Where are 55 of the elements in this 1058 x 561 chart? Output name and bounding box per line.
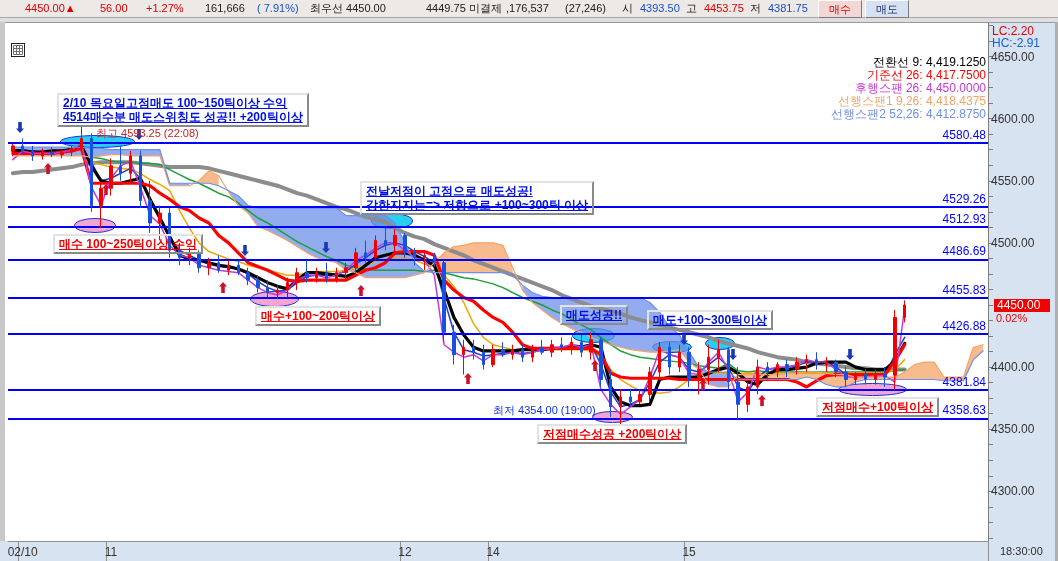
text: ( 7.91%) bbox=[257, 2, 299, 15]
annotation: 2/10 목요일고점매도 100~150틱이상 수익 4514매수분 매도스위칭도 성공!! +200틱이상 bbox=[57, 93, 309, 127]
y-tick-label: 4550.00 bbox=[991, 173, 1035, 188]
ref-line-label: 4529.26 bbox=[942, 191, 987, 206]
x-tick-label: 15 bbox=[682, 545, 697, 559]
text: (27,246) bbox=[565, 2, 606, 15]
text: 4450.00 bbox=[994, 298, 1050, 312]
x-tick-label: 11 bbox=[104, 545, 118, 559]
ref-line-label: 4358.63 bbox=[942, 403, 987, 418]
y-tick-label: 4350.00 bbox=[991, 422, 1035, 437]
ref-line-label: 4580.48 bbox=[942, 127, 987, 142]
annotation: 매도성공!! bbox=[560, 305, 628, 325]
text: 4393.50 bbox=[640, 2, 680, 15]
annotation: 최저 4354.00 (19:00) bbox=[493, 404, 596, 416]
y-tick-label: 4400.00 bbox=[991, 360, 1035, 375]
text: 0.02% bbox=[996, 312, 1028, 325]
text: 전환선 9: 4,419.1250 bbox=[873, 55, 987, 69]
x-tick-label: 14 bbox=[486, 545, 501, 559]
annotation: 저점매수+100틱이상 bbox=[816, 397, 940, 417]
text: 매도 bbox=[865, 0, 909, 18]
y-tick-label: 4500.00 bbox=[991, 235, 1035, 250]
text: HC:-2.91 bbox=[992, 36, 1041, 50]
ref-line-label: 4426.88 bbox=[942, 318, 987, 333]
text: 저 bbox=[750, 2, 761, 15]
text: 시 bbox=[622, 2, 633, 15]
text: 후행스팬 26: 4,450.0000 bbox=[854, 81, 987, 95]
ref-line-label: 4455.83 bbox=[942, 282, 987, 297]
ref-line-label: 4512.93 bbox=[942, 211, 987, 226]
text: 161,666 bbox=[205, 2, 245, 15]
annotation: 매수+100~200틱이상 bbox=[255, 306, 382, 326]
ref-line-label: 4381.84 bbox=[942, 374, 987, 389]
x-tick-label: 02/10 bbox=[7, 545, 39, 559]
text: 4450.00▲ bbox=[25, 2, 76, 15]
x-tick-label: 12 bbox=[398, 545, 412, 559]
ref-line-label: 4486.69 bbox=[942, 244, 987, 259]
y-tick-label: 4650.00 bbox=[991, 49, 1035, 64]
text: +1.27% bbox=[146, 2, 184, 15]
text: 고 bbox=[686, 2, 697, 15]
text: 56.00 bbox=[100, 2, 128, 15]
text: 선행스팬2 52,26: 4,412.8750 bbox=[831, 107, 987, 121]
text: 미결제 bbox=[469, 2, 502, 15]
text: 4453.75 bbox=[704, 2, 744, 15]
y-tick-label: 4600.00 bbox=[991, 111, 1035, 126]
text: 매수 bbox=[818, 0, 862, 18]
text: ,176,537 bbox=[506, 2, 549, 15]
annotation: 저점매수성공 +200틱이상 bbox=[537, 424, 688, 444]
text: 기준선 26: 4,417.7500 bbox=[866, 68, 987, 82]
y-tick-label: 4300.00 bbox=[991, 484, 1035, 499]
text: 4381.75 bbox=[768, 2, 808, 15]
text: 최우선 4450.00 bbox=[310, 2, 386, 15]
text: 선행스팬1 9,26: 4,418.4375 bbox=[837, 94, 987, 108]
annotation: 매도+100~300틱이상 bbox=[647, 310, 774, 330]
text: 18:30:00 bbox=[1000, 545, 1043, 558]
text: LC:2.20 bbox=[992, 24, 1035, 38]
text: 4449.75 bbox=[426, 2, 466, 15]
